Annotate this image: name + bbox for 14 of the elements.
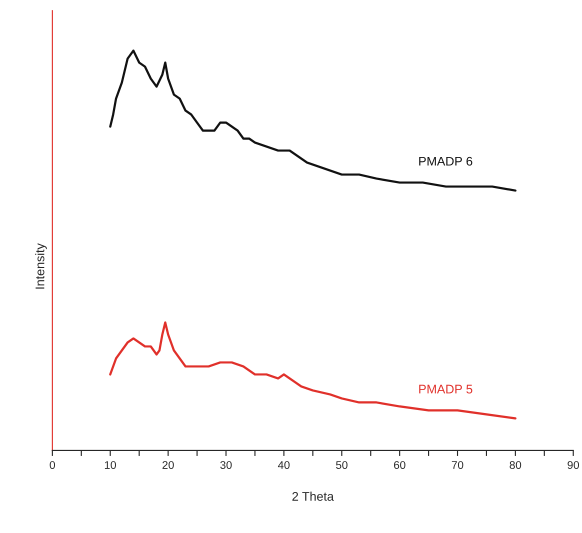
x-tick-label: 30 [220, 461, 232, 469]
x-tick-label: 40 [278, 461, 290, 469]
x-axis-title: 2 Theta [292, 492, 334, 501]
x-tick-label: 0 [50, 461, 56, 469]
x-tick-label: 60 [394, 461, 406, 469]
x-tick-label: 10 [104, 461, 116, 469]
x-tick-label: 90 [568, 461, 580, 469]
y-axis-title: Intensity [35, 243, 47, 289]
x-tick-label: 50 [336, 461, 348, 469]
series-label: PMADP 6 [419, 156, 472, 166]
x-tick-label: 80 [510, 461, 522, 469]
x-tick-label: 70 [452, 461, 464, 469]
series-label: PMADP 5 [419, 384, 472, 394]
x-tick-label: 20 [162, 461, 174, 469]
